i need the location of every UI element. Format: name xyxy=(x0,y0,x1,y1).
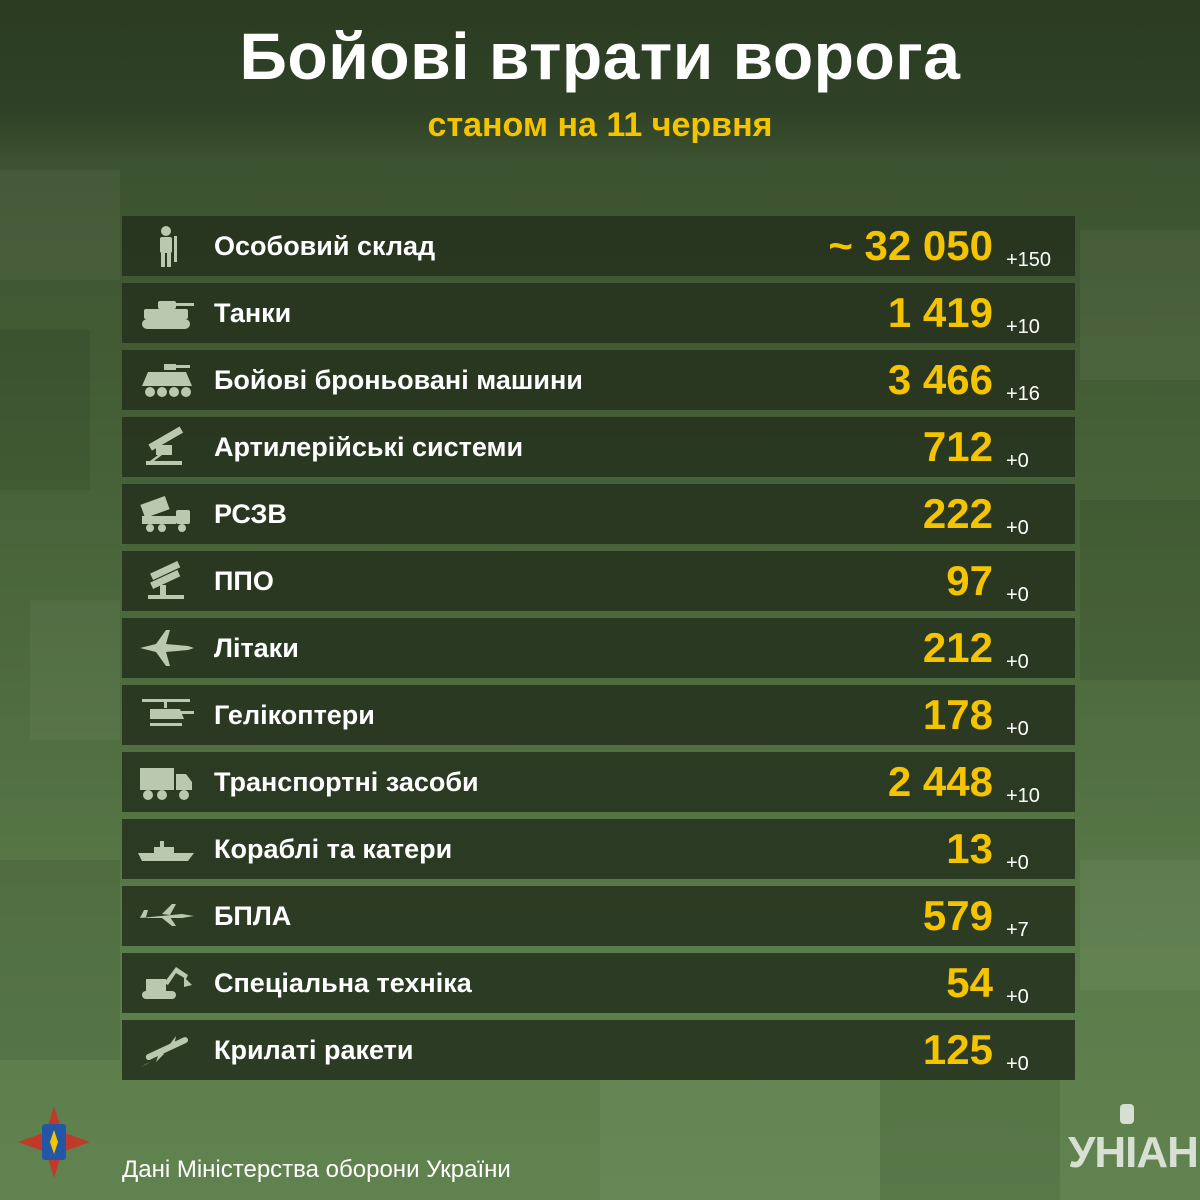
header: Бойові втрати ворога станом на 11 червня xyxy=(0,0,1200,160)
loss-label: Особовий склад xyxy=(214,231,436,261)
jet-icon xyxy=(136,626,196,670)
losses-list: Особовий склад ~ 32 050 +150 Танки 1 419 +10 Б… xyxy=(122,216,1075,1087)
camo-patch xyxy=(0,860,120,1060)
loss-value: 712 xyxy=(922,423,993,470)
loss-label: Кораблі та катери xyxy=(214,834,453,864)
armored-vehicle-icon xyxy=(136,358,196,402)
loss-row: РСЗВ 222 +0 xyxy=(122,484,1075,544)
loss-value: 579 xyxy=(922,892,993,939)
loss-row: Кораблі та катери 13 +0 xyxy=(122,819,1075,879)
camo-patch xyxy=(1080,500,1200,680)
loss-value: 125 xyxy=(922,1026,993,1073)
loss-value: 13 xyxy=(946,825,993,872)
loss-label: Гелікоптери xyxy=(214,700,375,730)
air-defense-icon xyxy=(136,559,196,603)
loss-delta: +0 xyxy=(1006,584,1029,606)
soldier-icon xyxy=(136,224,196,268)
loss-label: ППО xyxy=(214,566,274,596)
loss-delta: +16 xyxy=(1006,383,1040,405)
camo-patch xyxy=(880,1080,1060,1200)
camo-patch xyxy=(30,600,120,740)
armed-forces-emblem-icon xyxy=(18,1106,90,1178)
mlrs-icon xyxy=(136,492,196,536)
drone-icon xyxy=(136,894,196,938)
loss-delta: +0 xyxy=(1006,517,1029,539)
loss-label: Танки xyxy=(214,298,292,328)
loss-delta: +10 xyxy=(1006,785,1040,807)
loss-value: 3 466 xyxy=(887,356,993,403)
camo-patch xyxy=(0,170,120,280)
logo-text: УНІАН xyxy=(1068,1128,1199,1177)
loss-delta: +0 xyxy=(1006,651,1029,673)
loss-row: Транспортні засоби 2 448 +10 xyxy=(122,752,1075,812)
loss-label: Транспортні засоби xyxy=(214,767,479,797)
unian-logo: УНІАН xyxy=(1068,1104,1199,1184)
loss-row: Спеціальна техніка 54 +0 xyxy=(122,953,1075,1013)
loss-row: Літаки 212 +0 xyxy=(122,618,1075,678)
loss-delta: +0 xyxy=(1006,1053,1029,1075)
loss-label: РСЗВ xyxy=(214,499,287,529)
cruise-missile-icon xyxy=(136,1028,196,1072)
loss-row: ППО 97 +0 xyxy=(122,551,1075,611)
excavator-icon xyxy=(136,961,196,1005)
loss-delta: +7 xyxy=(1006,919,1029,941)
camo-patch xyxy=(1080,860,1200,990)
loss-delta: +0 xyxy=(1006,986,1029,1008)
source-caption: Дані Міністерства оборони України xyxy=(122,1156,511,1183)
loss-row: БПЛА 579 +7 xyxy=(122,886,1075,946)
camo-patch xyxy=(1080,230,1200,380)
loss-delta: +10 xyxy=(1006,316,1040,338)
page-title: Бойові втрати ворога xyxy=(239,19,961,93)
camo-patch xyxy=(0,330,90,490)
loss-delta: +0 xyxy=(1006,718,1029,740)
page-subtitle: станом на 11 червня xyxy=(427,106,773,144)
loss-value: 2 448 xyxy=(887,758,993,805)
truck-icon xyxy=(136,760,196,804)
loss-row: Особовий склад ~ 32 050 +150 xyxy=(122,216,1075,276)
loss-label: Бойові броньовані машини xyxy=(214,365,583,395)
loss-value: 178 xyxy=(922,691,993,738)
loss-row: Гелікоптери 178 +0 xyxy=(122,685,1075,745)
loss-value: 222 xyxy=(922,490,993,537)
loss-delta: +0 xyxy=(1006,852,1029,874)
loss-label: Артилерійські системи xyxy=(214,432,524,462)
loss-row: Танки 1 419 +10 xyxy=(122,283,1075,343)
ship-icon xyxy=(136,827,196,871)
artillery-icon xyxy=(136,425,196,469)
loss-value: 212 xyxy=(922,624,993,671)
helicopter-icon xyxy=(136,693,196,737)
loss-row: Крилаті ракети 125 +0 xyxy=(122,1020,1075,1080)
loss-value: 54 xyxy=(946,959,993,1006)
camo-patch xyxy=(600,1080,880,1200)
logo-mark xyxy=(1120,1104,1134,1124)
loss-value: 1 419 xyxy=(887,289,993,336)
loss-delta: +0 xyxy=(1006,450,1029,472)
loss-value: 97 xyxy=(946,557,993,604)
loss-row: Бойові броньовані машини 3 466 +16 xyxy=(122,350,1075,410)
loss-row: Артилерійські системи 712 +0 xyxy=(122,417,1075,477)
tank-icon xyxy=(136,291,196,335)
loss-delta: +150 xyxy=(1006,249,1052,271)
loss-label: БПЛА xyxy=(214,901,292,931)
loss-label: Крилаті ракети xyxy=(214,1035,414,1065)
loss-value: ~ 32 050 xyxy=(828,222,993,269)
loss-label: Літаки xyxy=(214,633,299,663)
loss-label: Спеціальна техніка xyxy=(214,968,472,998)
